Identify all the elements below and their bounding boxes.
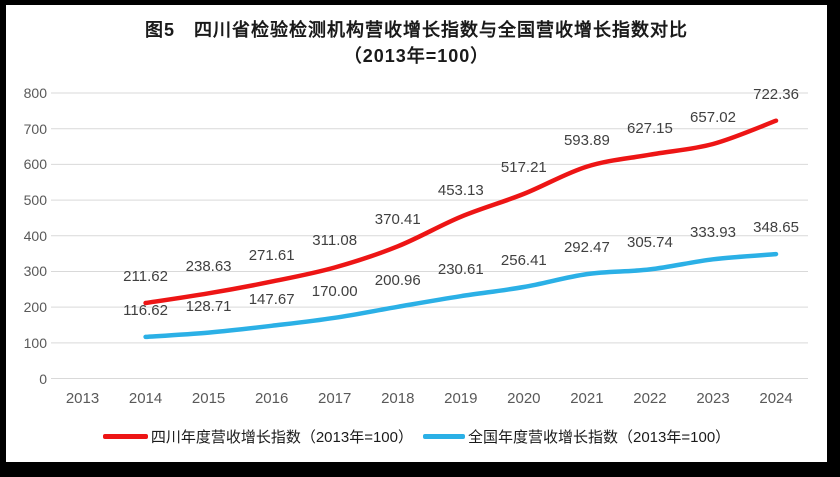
national-line-swatch (423, 434, 465, 439)
chart-title: 图5 四川省检验检测机构营收增长指数与全国营收增长指数对比 （2013年=100… (6, 5, 827, 69)
chart-title-line2: （2013年=100） (343, 46, 490, 66)
chart-title-line1: 图5 四川省检验检测机构营收增长指数与全国营收增长指数对比 (144, 20, 688, 40)
chart-legend: 四川年度营收增长指数（2013年=100） 全国年度营收增长指数（2013年=1… (6, 426, 827, 447)
legend-label-national: 全国年度营收增长指数（2013年=100） (468, 429, 731, 446)
chart-canvas: 图5 四川省检验检测机构营收增长指数与全国营收增长指数对比 （2013年=100… (6, 5, 827, 462)
legend-label-sichuan: 四川年度营收增长指数（2013年=100） (150, 429, 413, 446)
legend-item-national: 全国年度营收增长指数（2013年=100） (423, 426, 730, 447)
legend-item-sichuan: 四川年度营收增长指数（2013年=100） (102, 426, 413, 447)
sichuan-line-swatch (102, 434, 148, 439)
